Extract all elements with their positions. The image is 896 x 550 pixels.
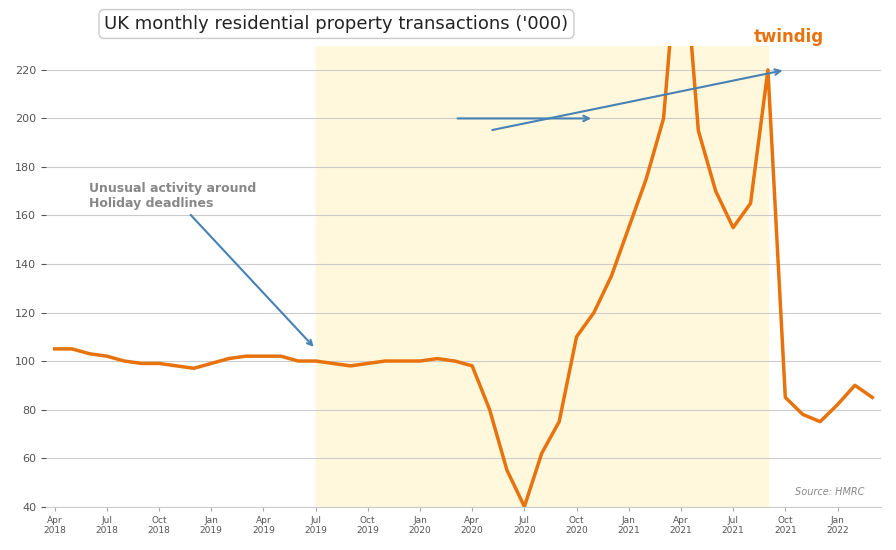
Text: UK monthly residential property transactions ('000): UK monthly residential property transact… <box>105 15 569 33</box>
Bar <box>315 46 768 507</box>
Text: Source: HMRC: Source: HMRC <box>795 487 865 497</box>
Text: Unusual activity around
Holiday deadlines: Unusual activity around Holiday deadline… <box>90 182 312 345</box>
Text: Stamp Duty
Holiday: Stamp Duty Holiday <box>0 549 1 550</box>
Text: twindig: twindig <box>754 28 824 46</box>
